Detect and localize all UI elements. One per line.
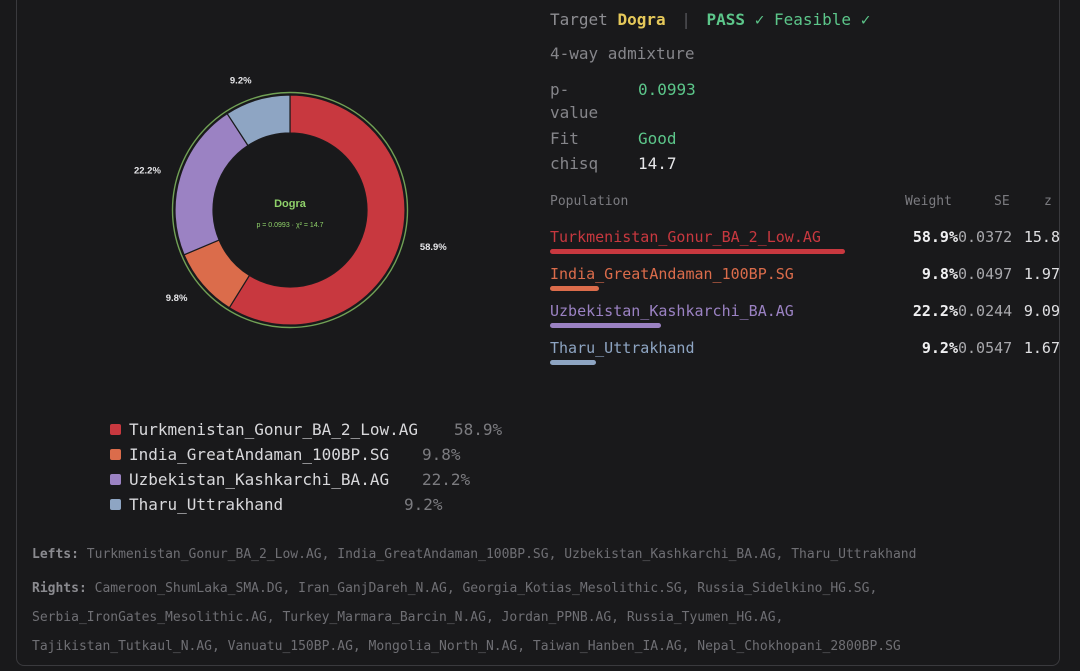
pvalue-label-line1: p-	[550, 80, 570, 99]
legend-label: Uzbekistan_Kashkarchi_BA.AG	[129, 470, 390, 489]
fit-value: Good	[638, 129, 677, 148]
col-header-se: SE	[994, 194, 1010, 209]
check-icon: ✓	[860, 10, 871, 29]
legend-percent: 9.2%	[404, 495, 443, 514]
pass-badge: PASS	[706, 10, 746, 29]
table-row: Turkmenistan_Gonur_BA_2_Low.AG 58.9% 0.037…	[550, 228, 1060, 264]
fit-label: Fit	[550, 129, 579, 148]
donut-slice	[174, 112, 249, 256]
chisq-value: 14.7	[638, 154, 677, 173]
se-value: 0.0244	[958, 302, 1013, 320]
pvalue-label-line2: value	[550, 103, 599, 122]
legend-swatch	[110, 449, 121, 460]
col-header-population: Population	[550, 194, 629, 209]
weight-bar	[550, 249, 845, 254]
legend-swatch	[110, 499, 121, 510]
weight-bar	[550, 286, 599, 291]
weight-value: 22.2%	[912, 302, 958, 320]
se-value: 0.0372	[958, 228, 1013, 246]
admixture-donut-chart: 58.9% 9.8% 22.2% 9.2% Dogra p = 0.0993 · χ²…	[134, 76, 447, 329]
panel-frame	[16, 0, 1060, 666]
slice-label: 58.9%	[420, 242, 447, 253]
z-value: 15.8	[1023, 228, 1060, 246]
target-name: Dogra	[617, 10, 666, 29]
donut-slice	[226, 94, 291, 147]
rights-list-1: Cameroon_ShumLaka_SMA.DG, Iran_GanjDareh…	[94, 581, 878, 596]
z-value: 1.97	[1023, 265, 1060, 283]
legend-swatch	[110, 474, 121, 485]
legend-label: Tharu_Uttrakhand	[129, 495, 284, 514]
slice-label: 9.2%	[230, 76, 252, 87]
target-line: Target Dogra | PASS ✓ Feasible ✓	[550, 10, 870, 29]
table-row: Uzbekistan_Kashkarchi_BA.AG 22.2% 0.0244 9.…	[550, 302, 1060, 338]
legend-swatch	[110, 424, 121, 435]
model-description: 4-way admixture	[550, 44, 695, 63]
population-name: India_GreatAndaman_100BP.SG	[550, 265, 794, 283]
legend-percent: 58.9%	[454, 420, 503, 439]
separator: |	[681, 10, 691, 29]
target-label: Target	[550, 10, 608, 29]
slice-label: 9.8%	[166, 293, 188, 304]
z-value: 1.67	[1023, 339, 1060, 357]
se-value: 0.0497	[958, 265, 1013, 283]
rights-label: Rights:	[32, 581, 87, 596]
legend-percent: 9.8%	[422, 445, 461, 464]
donut-slice	[228, 94, 406, 326]
col-header-z: z	[1044, 194, 1052, 209]
rights-line-2: Serbia_IronGates_Mesolithic.AG, Turkey_M…	[32, 610, 784, 625]
legend-label: Turkmenistan_Gonur_BA_2_Low.AG	[129, 420, 418, 439]
lefts-label: Lefts:	[32, 547, 79, 562]
table-row: India_GreatAndaman_100BP.SG 9.8% 0.0497 1.9…	[550, 265, 1060, 301]
lefts-line: Lefts: Turkmenistan_Gonur_BA_2_Low.AG, I…	[32, 540, 916, 569]
population-name: Turkmenistan_Gonur_BA_2_Low.AG	[550, 228, 821, 246]
chisq-label: chisq	[550, 154, 599, 173]
weight-value: 9.2%	[921, 339, 958, 357]
check-icon: ✓	[754, 10, 765, 29]
pvalue-value: 0.0993	[638, 80, 696, 99]
col-header-weight: Weight	[905, 194, 952, 209]
population-name: Uzbekistan_Kashkarchi_BA.AG	[550, 302, 794, 320]
slice-label: 22.2%	[134, 166, 161, 177]
table-row: Tharu_Uttrakhand 9.2% 0.0547 1.67	[550, 339, 1060, 375]
z-value: 9.09	[1023, 302, 1060, 320]
rights-line-3: Tajikistan_Tutkaul_N.AG, Vanuatu_150BP.A…	[32, 639, 901, 654]
legend-percent: 22.2%	[422, 470, 471, 489]
weight-bar	[550, 323, 661, 328]
chart-center-title: Dogra	[274, 198, 307, 210]
weight-value: 58.9%	[912, 228, 958, 246]
chart-center-subtitle: p = 0.0993 · χ² = 14.7	[256, 222, 323, 229]
se-value: 0.0547	[958, 339, 1013, 357]
feasible-badge: Feasible	[773, 10, 852, 29]
lefts-list: Turkmenistan_Gonur_BA_2_Low.AG, India_Gr…	[86, 547, 917, 562]
legend-label: India_GreatAndaman_100BP.SG	[129, 445, 390, 464]
rights-line-1: Rights: Cameroon_ShumLaka_SMA.DG, Iran_G…	[32, 574, 877, 603]
population-name: Tharu_Uttrakhand	[550, 339, 695, 357]
weight-value: 9.8%	[921, 265, 958, 283]
weight-bar	[550, 360, 596, 365]
